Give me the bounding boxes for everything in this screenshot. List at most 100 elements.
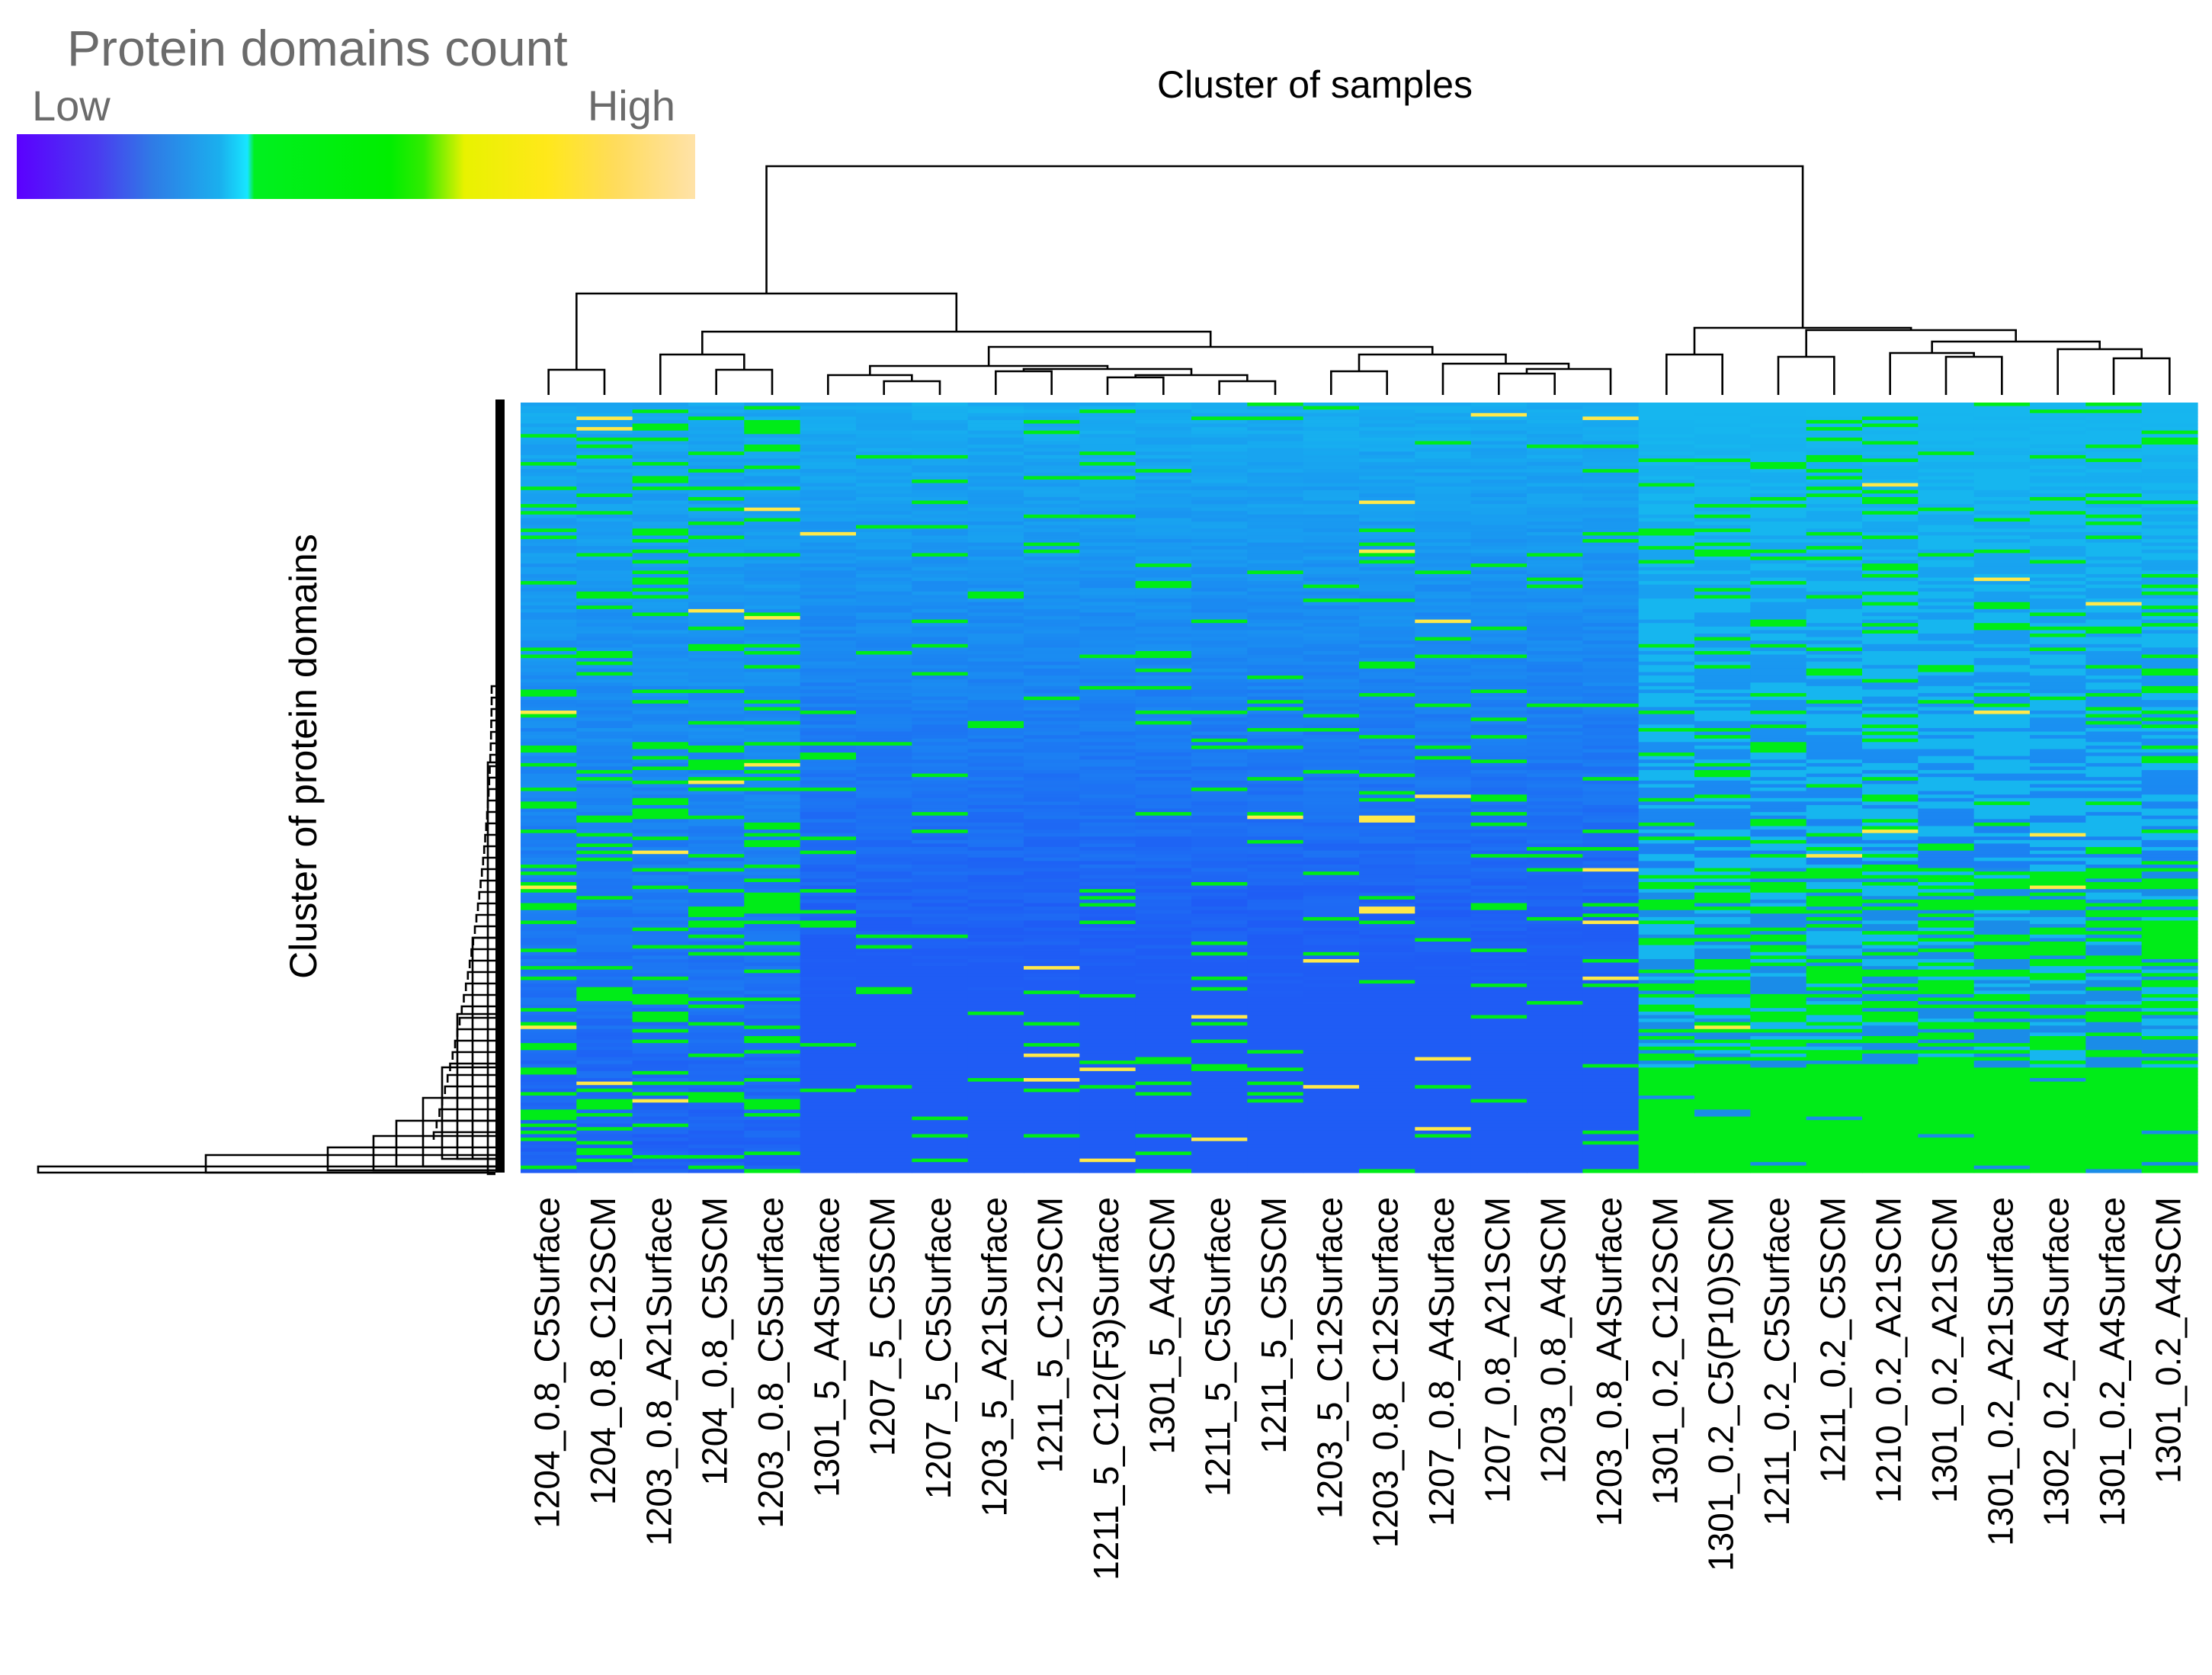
dendrogram-link [2057, 348, 2143, 395]
dendrogram-link [1944, 355, 2003, 395]
heatmap-column [1191, 403, 1248, 1173]
dendrogram-link [1498, 372, 1556, 395]
dendrogram-link [326, 1146, 495, 1172]
dendrogram-link [489, 730, 495, 740]
dendrogram-link [547, 368, 606, 395]
dendrogram-link [490, 696, 495, 705]
sample-label: 1203_0.8_A4Surface [1589, 1197, 1629, 1526]
dendrogram-link [37, 1165, 495, 1174]
dendrogram-link [472, 936, 495, 945]
sample-label: 1203_5_C12Surface [1310, 1197, 1349, 1519]
dendrogram-link [473, 925, 495, 934]
dendrogram-link [463, 993, 495, 1003]
dendrogram-link [489, 765, 495, 774]
heatmap-column [1079, 403, 1136, 1173]
sample-label: 1301_0.2_C5(P10)SCM [1701, 1197, 1741, 1571]
sample-dendrogram [547, 165, 2171, 395]
dendrogram-link [827, 374, 913, 395]
sample-label: 1207_5_C5Surface [918, 1197, 958, 1499]
heatmap-column [576, 403, 633, 1173]
sample-label: 1211_0.2_C5SCM [1813, 1197, 1852, 1483]
heatmap-column [1415, 403, 1472, 1173]
sample-label: 1203_0.8_C5Surface [751, 1197, 790, 1529]
dendrogram-link [1218, 380, 1277, 395]
heatmap-column [1470, 403, 1528, 1173]
dendrogram-link [458, 1016, 495, 1025]
heatmap-column [1918, 403, 1975, 1173]
sample-label: 1203_0.8_A21Surface [639, 1197, 678, 1546]
heatmap-column [1135, 403, 1192, 1173]
sample-label: 1203_5_A21Surface [974, 1197, 1014, 1516]
sample-label: 1301_5_A4SCM [1142, 1197, 1181, 1455]
heatmap-column [2085, 403, 2143, 1173]
dendrogram-link [659, 353, 745, 395]
heatmap-column [856, 403, 912, 1173]
sample-label: 1204_0.8_C5SCM [695, 1197, 735, 1485]
sample-label: 1210_0.2_A21SCM [1869, 1197, 1909, 1503]
heatmap-column [1638, 403, 1695, 1173]
dendrogram-link [1106, 376, 1165, 395]
sample-label: 1207_0.8_A21SCM [1477, 1197, 1517, 1503]
sample-label: 1203_0.8_A4SCM [1534, 1197, 1573, 1484]
dendrogram-link [482, 845, 495, 854]
sample-label: 1203_0.8_C12Surface [1366, 1197, 1406, 1548]
dendrogram-link [487, 788, 495, 797]
legend-color-bar [17, 134, 695, 199]
dendrogram-link [451, 1051, 495, 1060]
heatmap-column [744, 403, 801, 1173]
dendrogram-link [475, 913, 495, 923]
legend-title: Protein domains count [67, 20, 568, 76]
sample-label: 1301_0.2_A4SCM [2148, 1197, 2188, 1484]
heatmap-column [1303, 403, 1360, 1173]
sample-label: 1211_5_C5Surface [1198, 1197, 1238, 1497]
sample-label: 1207_5_C5SCM [863, 1197, 902, 1456]
color-legend: Protein domains count Low High [17, 20, 695, 199]
legend-low-label: Low [32, 82, 111, 130]
dendrogram-link [486, 761, 495, 1176]
dendrogram-link [372, 1134, 495, 1172]
dendrogram-link [485, 822, 495, 831]
dendrogram-link [869, 364, 1109, 375]
sample-label: 1301_0.2_A21SCM [1925, 1197, 1964, 1503]
dendrogram-link [486, 810, 495, 820]
heatmap-column [521, 403, 577, 1173]
sample-label: 1211_5_C12(F3)Surface [1086, 1197, 1126, 1580]
dendrogram-link [489, 753, 495, 762]
dendrogram-link [476, 902, 495, 911]
dendrogram-link [484, 833, 495, 842]
dendrogram-link [490, 719, 495, 728]
dendrogram-link [1330, 370, 1388, 395]
dendrogram-link [441, 1066, 495, 1160]
dendrogram-link [468, 959, 495, 968]
heatmap-column [912, 403, 969, 1173]
sample-label: 1211_5_C12SCM [1031, 1197, 1070, 1473]
dendrogram-link [444, 1085, 495, 1094]
dendrogram-link [441, 1096, 495, 1105]
dendrogram-link [987, 345, 1434, 366]
dendrogram-link [1693, 326, 1912, 355]
heatmap-column [1527, 403, 1583, 1173]
sample-label: 1302_0.2_A4Surface [2037, 1197, 2076, 1526]
dendrogram-link [480, 868, 495, 877]
dendrogram-link [489, 742, 495, 751]
dendrogram-link [432, 1131, 495, 1140]
dendrogram-link [464, 982, 495, 991]
dendrogram-link [482, 856, 495, 865]
dendrogram-link [470, 948, 495, 957]
heatmap-column [1862, 403, 1919, 1173]
dendrogram-link [1889, 351, 1975, 395]
heatmap-column [2141, 403, 2198, 1173]
heatmap-column [1806, 403, 1863, 1173]
heatmap-column [1024, 403, 1080, 1173]
dendrogram-link [2112, 357, 2171, 395]
dendrogram-link [995, 370, 1053, 395]
dendrogram-link [490, 708, 495, 717]
heatmap-column [1750, 403, 1807, 1173]
heatmap-column [967, 403, 1024, 1173]
heatmap-column [1247, 403, 1304, 1173]
heatmap-column [688, 403, 745, 1173]
heatmap-column [1973, 403, 2031, 1173]
sample-label: 1211_0.2_C5Surface [1757, 1197, 1797, 1526]
dendrogram-link [471, 936, 495, 1160]
